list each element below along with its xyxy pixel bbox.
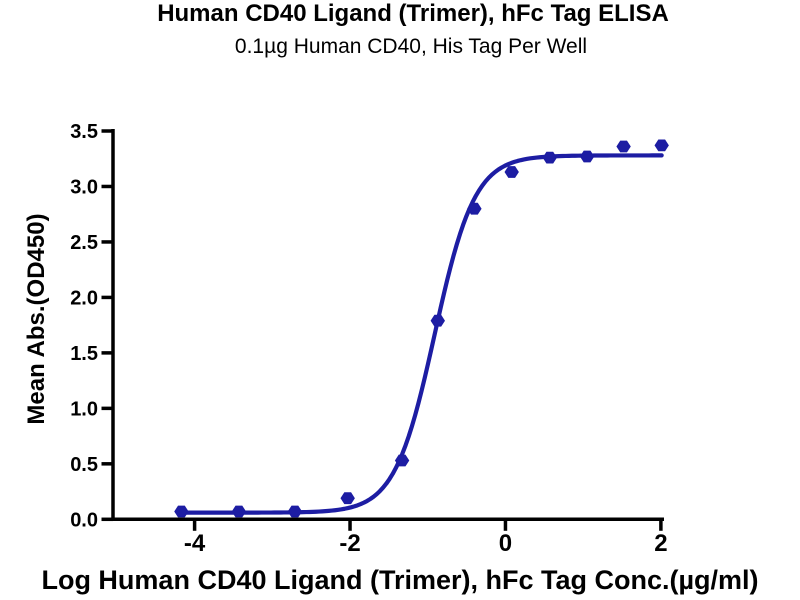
data-point-marker: [174, 505, 189, 518]
data-point-marker: [616, 140, 631, 153]
data-point-marker: [231, 505, 247, 518]
data-point-marker: [579, 150, 595, 163]
y-tick-label: 3.5: [70, 121, 98, 143]
x-tick-label: 2: [654, 530, 667, 557]
data-point-marker: [542, 151, 557, 164]
chart-subtitle: 0.1µg Human CD40, His Tag Per Well: [235, 35, 587, 58]
data-point-marker: [430, 314, 445, 327]
x-tick-label: -4: [184, 530, 206, 557]
y-tick-label: 1.5: [70, 343, 98, 365]
y-axis-title: Mean Abs.(OD450): [23, 213, 50, 424]
y-tick-label: 2.5: [70, 232, 98, 254]
y-tick-label: 0.5: [70, 454, 98, 476]
y-tick-label: 0.0: [70, 509, 98, 531]
fit-curve: [179, 153, 664, 515]
data-point-marker: [287, 505, 303, 518]
data-point-marker: [504, 166, 519, 178]
y-tick-label: 1.0: [70, 398, 98, 420]
x-tick-label: -2: [339, 530, 360, 557]
data-point-marker: [467, 202, 482, 215]
y-tick-label: 3.0: [70, 176, 98, 198]
data-point-marker: [340, 492, 355, 505]
data-point-marker: [394, 454, 410, 467]
x-axis-title: Log Human CD40 Ligand (Trimer), hFc Tag …: [41, 565, 758, 595]
plot-area: -4 -2 0 2 0.0 0.5 1.0 1.5 2.0 2.5 3.0 3.5: [70, 121, 669, 557]
y-tick-label: 2.0: [70, 287, 98, 309]
x-tick-label: 0: [499, 530, 512, 557]
chart-title: Human CD40 Ligand (Trimer), hFc Tag ELIS…: [157, 0, 669, 27]
data-point-marker: [654, 139, 669, 152]
